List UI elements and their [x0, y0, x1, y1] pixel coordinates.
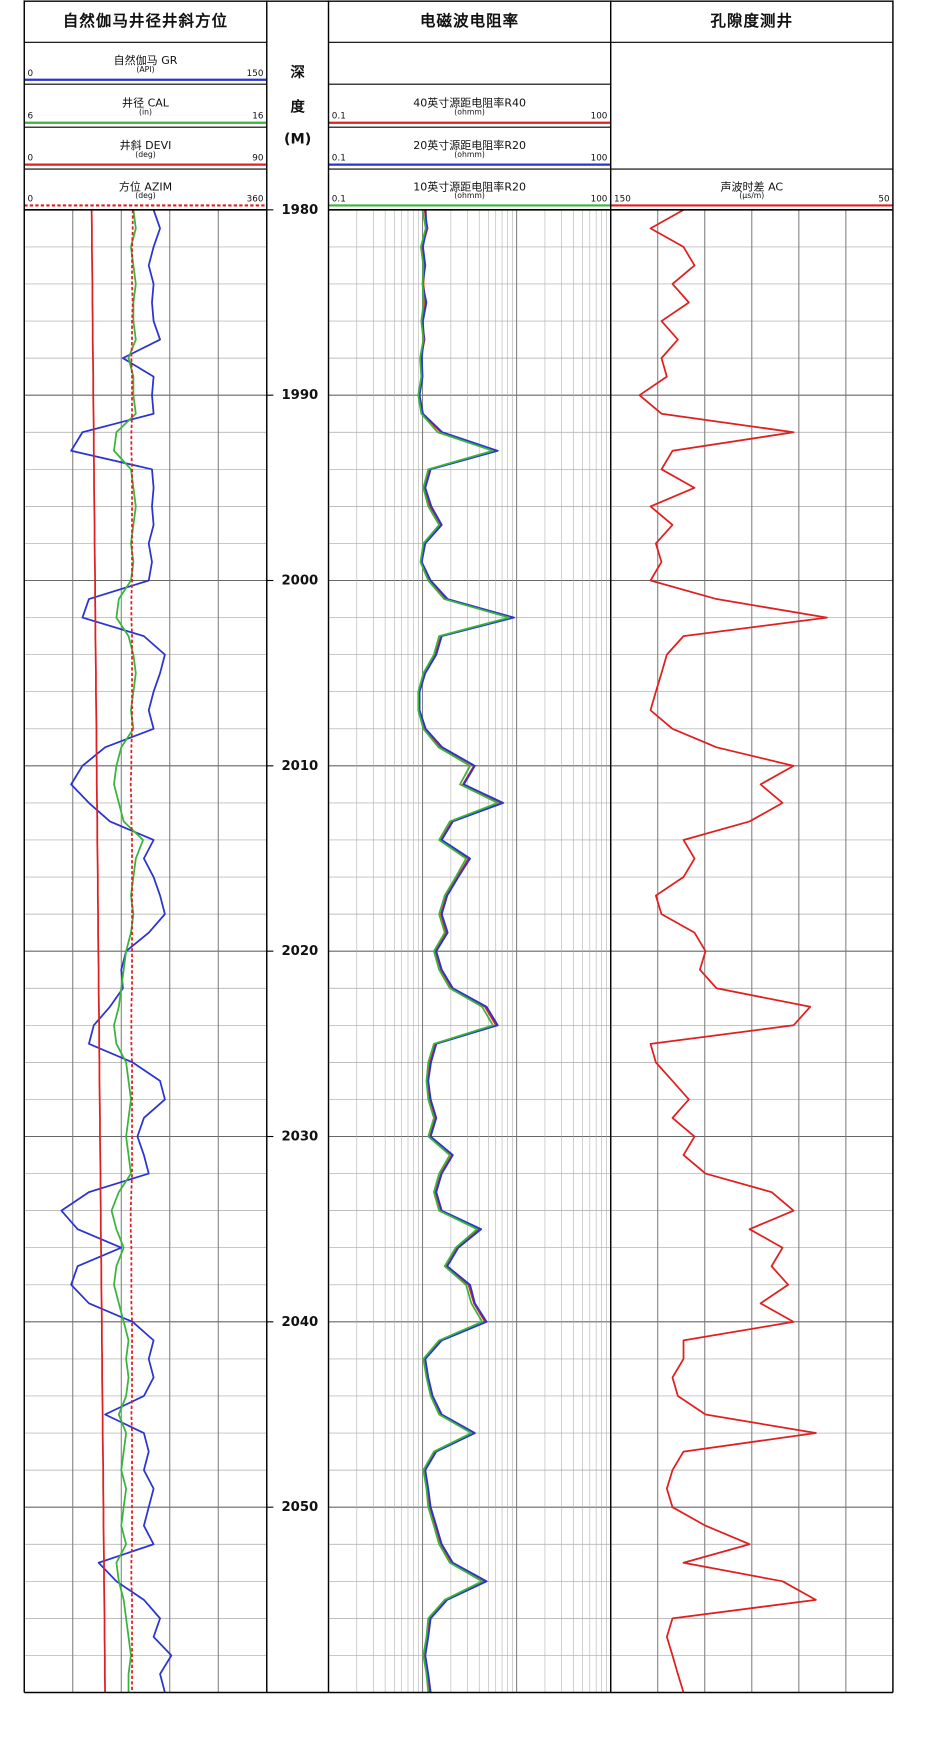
scale-right: 90	[252, 154, 264, 164]
scale-right: 16	[252, 111, 264, 121]
scale-right: 100	[591, 195, 608, 205]
scale-left: 6	[28, 111, 34, 121]
curve-name: 40英寸源距电阻率R40	[413, 96, 526, 110]
scale-right: 150	[247, 69, 264, 79]
depth-tick-label: 2030	[281, 1130, 318, 1145]
depth-label: 度	[290, 97, 305, 115]
log-curve	[417, 209, 510, 1693]
scale-left: 0.1	[332, 111, 346, 121]
scale-left: 0	[28, 195, 34, 205]
log-curve	[110, 209, 144, 1693]
scale-right: 100	[591, 111, 608, 121]
depth-tick-label: 2050	[281, 1500, 318, 1515]
scale-left: 0	[28, 154, 34, 164]
depth-tick-label: 1980	[281, 203, 318, 218]
scale-left: 150	[614, 195, 631, 205]
depth-tick-label: 1990	[281, 388, 318, 403]
curve-name: 井径 CAL	[122, 96, 170, 110]
scale-right: 360	[247, 195, 264, 205]
curve-unit: (ohmm)	[454, 150, 485, 159]
curve-name: 方位 AZIM	[119, 179, 172, 193]
depth-label: (M)	[284, 131, 311, 147]
scale-right: 50	[878, 195, 890, 205]
curve-name: 井斜 DEVI	[120, 138, 172, 152]
log-curve	[129, 209, 134, 1693]
depth-tick-label: 2020	[281, 944, 318, 959]
curve-name: 20英寸源距电阻率R20	[413, 138, 526, 152]
scale-right: 100	[591, 154, 608, 164]
curve-unit: (ohmm)	[454, 191, 485, 200]
depth-tick-label: 2040	[281, 1315, 318, 1330]
scale-left: 0	[28, 69, 34, 79]
track-title: 自然伽马井径井斜方位	[63, 11, 228, 30]
curve-unit: (deg)	[135, 150, 156, 159]
depth-label: 深	[290, 63, 305, 81]
track-title: 电磁波电阻率	[420, 11, 519, 30]
curve-unit: (in)	[139, 108, 152, 117]
curve-unit: (deg)	[135, 191, 156, 200]
curve-name: 10英寸源距电阻率R20	[413, 179, 526, 193]
depth-tick-label: 2010	[281, 759, 318, 774]
curve-name: 声波时差 AC	[721, 179, 784, 193]
curve-name: 自然伽马 GR	[114, 53, 178, 67]
depth-tick-label: 2000	[281, 574, 318, 589]
track-title: 孔隙度测井	[710, 11, 793, 30]
scale-left: 0.1	[332, 154, 346, 164]
curve-unit: (μs/m)	[739, 191, 764, 200]
scale-left: 0.1	[332, 195, 346, 205]
log-curve	[418, 209, 515, 1693]
log-curve	[90, 209, 106, 1693]
log-curve	[638, 209, 828, 1693]
curve-unit: (API)	[136, 65, 154, 74]
curve-unit: (ohmm)	[454, 108, 485, 117]
